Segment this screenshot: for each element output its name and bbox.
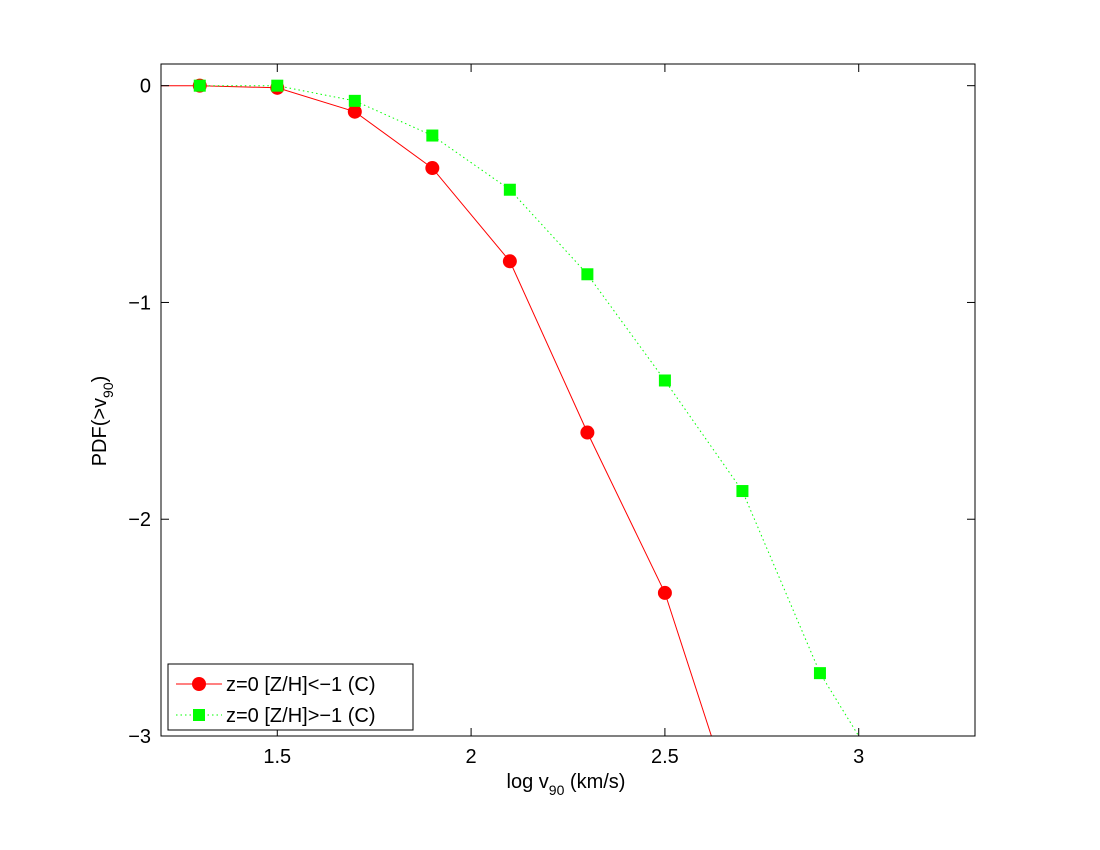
series-2-point-1 xyxy=(193,79,206,92)
series-2-point-7 xyxy=(658,374,671,387)
x-tick-label: 2.5 xyxy=(651,746,679,768)
y-axis-label-subscript: 90 xyxy=(100,382,116,398)
series-2-point-9 xyxy=(813,667,826,680)
series-2-point-4 xyxy=(426,129,439,142)
series-1-point-6 xyxy=(580,425,595,440)
series-1-point-3 xyxy=(347,104,362,119)
x-axis-label-subscript: 90 xyxy=(549,782,565,798)
series-line-1 xyxy=(161,85,712,736)
legend-label-series-2: z=0 [Z/H]>−1 (C) xyxy=(226,705,376,727)
y-axis-label-main: PDF(>v xyxy=(89,398,111,466)
series-1-point-5 xyxy=(502,254,517,269)
y-tick-label: −2 xyxy=(128,509,151,531)
plot-area xyxy=(161,78,860,736)
legend-label-series-1: z=0 [Z/H]<−1 (C) xyxy=(226,674,376,696)
legend-marker-series-2 xyxy=(193,709,205,721)
series-line-2 xyxy=(199,85,860,736)
series-2-point-2 xyxy=(271,79,284,92)
series-2-point-8 xyxy=(736,485,749,498)
data-series xyxy=(161,78,860,736)
legend-marker-series-1 xyxy=(192,677,206,691)
legend-box xyxy=(167,663,414,731)
axes-frame xyxy=(160,63,976,737)
y-tick-label: 0 xyxy=(140,76,151,98)
series-1-point-7 xyxy=(657,585,672,600)
x-axis-label-units: (km/s) xyxy=(564,771,625,793)
x-axis-label: log v90 (km/s) xyxy=(507,771,626,798)
y-tick-label: −1 xyxy=(128,292,151,314)
y-axis-label: PDF(>v90) xyxy=(89,376,116,467)
x-axis-label-main: log v xyxy=(507,771,549,793)
x-tick-label: 3 xyxy=(853,746,864,768)
axes: 1.5 2 2.5 3 0 −1 −2 −3 xyxy=(128,63,976,768)
series-2-point-6 xyxy=(581,268,594,281)
series-2-point-3 xyxy=(348,94,361,107)
x-tick-label: 1.5 xyxy=(263,746,291,768)
series-2-point-5 xyxy=(503,183,516,196)
legend: z=0 [Z/H]<−1 (C) z=0 [Z/H]>−1 (C) xyxy=(167,663,414,731)
series-1-point-4 xyxy=(425,161,440,176)
x-tick-label: 2 xyxy=(466,746,477,768)
y-axis-label-close: ) xyxy=(89,376,111,383)
y-tick-label: −3 xyxy=(128,726,151,748)
